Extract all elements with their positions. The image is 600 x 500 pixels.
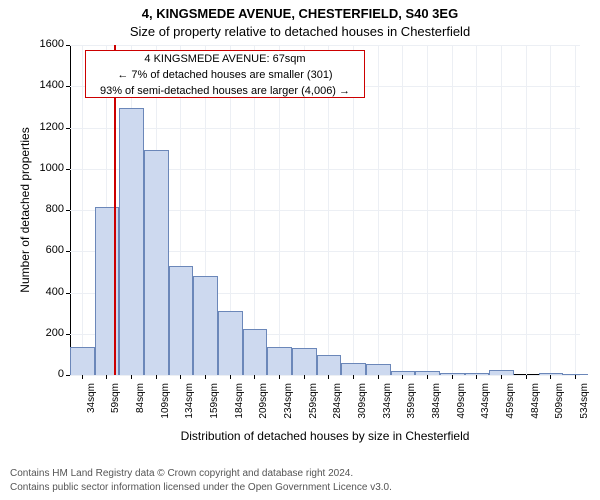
y-tick <box>66 128 70 129</box>
histogram-bar <box>218 311 243 375</box>
histogram-bar <box>70 347 95 375</box>
x-tick-label: 434sqm <box>480 383 491 431</box>
y-tick-label: 200 <box>28 327 64 339</box>
y-tick <box>66 169 70 170</box>
x-tick <box>205 375 206 379</box>
y-tick-label: 400 <box>28 286 64 298</box>
annotation-line-1: 4 KINGSMEDE AVENUE: 67sqm <box>86 51 364 67</box>
grid-line-v <box>526 45 527 375</box>
x-tick-label: 309sqm <box>357 383 368 431</box>
x-tick-label: 259sqm <box>308 383 319 431</box>
x-tick <box>575 375 576 379</box>
x-tick-label: 34sqm <box>86 383 97 431</box>
y-tick-label: 600 <box>28 244 64 256</box>
x-axis-title: Distribution of detached houses by size … <box>70 429 580 443</box>
x-tick <box>353 375 354 379</box>
histogram-bar <box>366 364 391 375</box>
x-tick-label: 359sqm <box>406 383 417 431</box>
grid-line-v <box>550 45 551 375</box>
grid-line-v <box>452 45 453 375</box>
histogram-bar <box>119 108 144 375</box>
x-tick <box>156 375 157 379</box>
x-tick-label: 459sqm <box>505 383 516 431</box>
x-tick-label: 409sqm <box>456 383 467 431</box>
x-tick-label: 134sqm <box>184 383 195 431</box>
grid-line-v <box>402 45 403 375</box>
x-tick-label: 509sqm <box>554 383 565 431</box>
grid-line-v <box>82 45 83 375</box>
annotation-line-2: ← 7% of detached houses are smaller (301… <box>86 67 364 83</box>
histogram-bar <box>169 266 194 375</box>
x-tick <box>526 375 527 379</box>
x-tick <box>82 375 83 379</box>
x-tick-label: 334sqm <box>382 383 393 431</box>
y-tick <box>66 45 70 46</box>
grid-line-v <box>575 45 576 375</box>
x-tick-label: 534sqm <box>579 383 590 431</box>
histogram-bar <box>267 347 292 375</box>
y-tick-label: 1200 <box>28 121 64 133</box>
x-tick-label: 234sqm <box>283 383 294 431</box>
grid-line-v <box>501 45 502 375</box>
x-tick-label: 284sqm <box>332 383 343 431</box>
x-tick <box>106 375 107 379</box>
footer-line-1: Contains HM Land Registry data © Crown c… <box>10 468 353 479</box>
x-tick <box>328 375 329 379</box>
x-tick-label: 109sqm <box>160 383 171 431</box>
chart-title-line1: 4, KINGSMEDE AVENUE, CHESTERFIELD, S40 3… <box>0 6 600 21</box>
y-tick-label: 1400 <box>28 79 64 91</box>
annotation-line-3: 93% of semi-detached houses are larger (… <box>86 83 364 99</box>
x-tick <box>304 375 305 379</box>
x-tick-label: 159sqm <box>209 383 220 431</box>
annotation-box: 4 KINGSMEDE AVENUE: 67sqm ← 7% of detach… <box>85 50 365 98</box>
y-tick <box>66 375 70 376</box>
y-tick <box>66 334 70 335</box>
x-tick <box>452 375 453 379</box>
x-tick <box>279 375 280 379</box>
y-tick-label: 1600 <box>28 38 64 50</box>
histogram-bar <box>317 355 342 375</box>
x-tick <box>476 375 477 379</box>
x-tick <box>427 375 428 379</box>
x-tick-label: 184sqm <box>234 383 245 431</box>
y-tick-label: 0 <box>28 368 64 380</box>
x-tick <box>230 375 231 379</box>
x-tick-label: 209sqm <box>258 383 269 431</box>
x-tick <box>254 375 255 379</box>
grid-line-v <box>476 45 477 375</box>
y-tick-label: 800 <box>28 203 64 215</box>
chart-page: { "title": { "line1": "4, KINGSMEDE AVEN… <box>0 0 600 500</box>
x-tick <box>550 375 551 379</box>
histogram-bar <box>144 150 169 375</box>
y-tick <box>66 293 70 294</box>
y-tick <box>66 210 70 211</box>
x-tick <box>378 375 379 379</box>
histogram-bar <box>341 363 366 375</box>
x-tick <box>402 375 403 379</box>
grid-line-v <box>378 45 379 375</box>
grid-line-h <box>70 375 580 376</box>
y-tick-label: 1000 <box>28 162 64 174</box>
y-tick <box>66 251 70 252</box>
x-tick <box>131 375 132 379</box>
x-tick-label: 484sqm <box>530 383 541 431</box>
histogram-bar <box>243 329 268 375</box>
footer-line-2: Contains public sector information licen… <box>10 482 392 493</box>
grid-line-h <box>70 128 580 129</box>
x-tick-label: 384sqm <box>431 383 442 431</box>
x-tick-label: 84sqm <box>135 383 146 431</box>
x-tick <box>501 375 502 379</box>
chart-title-line2: Size of property relative to detached ho… <box>0 24 600 39</box>
y-tick <box>66 86 70 87</box>
grid-line-v <box>427 45 428 375</box>
histogram-bar <box>193 276 218 375</box>
histogram-bar <box>292 348 317 375</box>
grid-line-h <box>70 45 580 46</box>
x-tick-label: 59sqm <box>110 383 121 431</box>
x-tick <box>180 375 181 379</box>
